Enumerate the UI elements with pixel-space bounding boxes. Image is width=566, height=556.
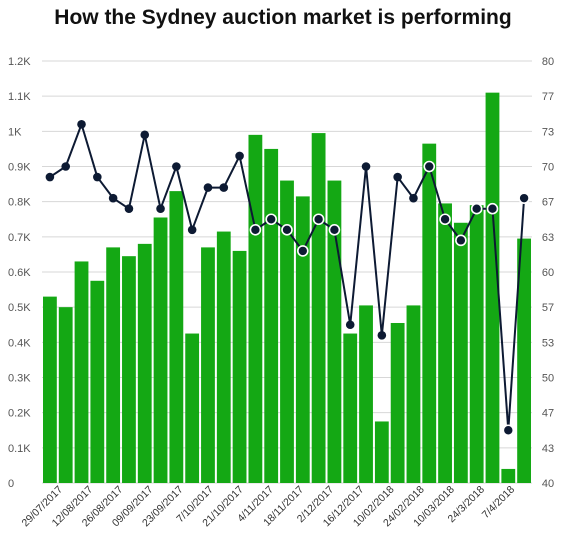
line-point: [297, 245, 309, 257]
line-point: [409, 193, 418, 203]
left-tick-label: 0.9K: [8, 162, 31, 174]
line-point: [187, 225, 197, 235]
line-point: [423, 160, 436, 173]
left-tick-label: 1.2K: [8, 56, 31, 68]
right-tick-label: 53: [542, 337, 554, 349]
left-tick-label: 0.4K: [8, 337, 31, 349]
right-tick-label: 67: [542, 197, 554, 209]
line-point: [361, 162, 371, 171]
bar: [153, 217, 168, 483]
bar: [501, 468, 516, 483]
line-point: [93, 172, 102, 182]
line-point: [219, 183, 229, 192]
line-point: [172, 162, 181, 171]
bar: [122, 256, 136, 483]
left-tick-label: 1.1K: [8, 91, 31, 103]
bar: [343, 333, 358, 483]
right-tick-label: 40: [542, 478, 554, 490]
bar: [232, 250, 247, 483]
line-point: [518, 192, 530, 204]
left-axis: 0 0.1K 0.2K 0.3K 0.4K 0.5K 0.6K 0.7K 0.8K 0.9K 1K 1…: [8, 56, 31, 490]
bar: [264, 148, 279, 483]
bar: [74, 261, 89, 483]
bar: [311, 133, 326, 483]
line-point: [281, 224, 293, 236]
line-point: [124, 204, 134, 213]
line-point: [345, 320, 355, 330]
line-point: [265, 213, 277, 226]
line-point: [156, 204, 165, 213]
line-point: [108, 193, 118, 203]
right-axis: 40 43 47 50 53 57 60 63 67 70 73 77 80: [542, 56, 554, 490]
right-tick-label: 63: [542, 232, 554, 244]
bar: [201, 247, 215, 483]
bar: [517, 238, 531, 483]
left-tick-label: 0.5K: [8, 302, 31, 314]
x-tick-label: 7/4/2018: [480, 484, 517, 521]
right-tick-label: 70: [542, 162, 554, 174]
left-tick-label: 0: [8, 478, 14, 490]
bar: [390, 322, 405, 483]
bar: [406, 305, 421, 483]
left-tick-label: 0.7K: [8, 232, 31, 244]
line-point: [140, 130, 150, 140]
bar: [43, 296, 57, 483]
line-point: [235, 151, 244, 161]
bar: [106, 247, 121, 483]
left-tick-label: 0.8K: [8, 197, 31, 209]
right-tick-label: 80: [542, 56, 554, 68]
line-point: [77, 120, 86, 129]
bar: [485, 92, 500, 484]
x-axis: 29/07/201712/08/201726/08/201709/09/2017…: [19, 484, 517, 530]
chart-title: How the Sydney auction market is perform…: [54, 6, 512, 29]
bar: [90, 280, 105, 483]
left-tick-label: 0.6K: [8, 267, 31, 279]
bar-series: [43, 92, 531, 484]
bar: [137, 243, 152, 483]
bar: [469, 205, 484, 483]
line-point: [377, 331, 387, 340]
bar: [58, 307, 73, 483]
bar: [295, 196, 310, 483]
line-point: [470, 202, 483, 215]
line-point: [328, 224, 341, 236]
right-tick-label: 43: [542, 443, 554, 455]
bar: [374, 421, 389, 483]
right-tick-label: 47: [542, 408, 554, 420]
bar: [438, 203, 452, 484]
bar: [453, 222, 468, 483]
line-point: [455, 234, 467, 247]
bar: [248, 134, 263, 483]
line-point: [486, 202, 499, 215]
line-point: [439, 213, 451, 226]
line-point: [393, 172, 402, 182]
line-point: [61, 162, 71, 171]
line-series: [45, 120, 530, 437]
left-tick-label: 0.2K: [8, 408, 31, 420]
bar: [216, 231, 231, 483]
line-point: [45, 172, 55, 182]
line-point: [249, 224, 262, 236]
bar: [185, 333, 200, 483]
left-tick-label: 0.1K: [8, 443, 31, 455]
bar: [169, 191, 184, 483]
right-tick-label: 57: [542, 302, 554, 314]
right-tick-label: 77: [542, 91, 554, 103]
left-tick-label: 0.3K: [8, 373, 31, 385]
bar: [359, 305, 373, 483]
right-tick-label: 60: [542, 267, 554, 279]
bar: [422, 143, 437, 483]
line-point: [203, 183, 213, 192]
right-tick-label: 73: [542, 126, 554, 138]
line-point: [312, 213, 325, 226]
line-point: [502, 424, 515, 437]
right-tick-label: 50: [542, 373, 554, 385]
left-tick-label: 1K: [8, 126, 22, 138]
bar: [280, 180, 294, 484]
